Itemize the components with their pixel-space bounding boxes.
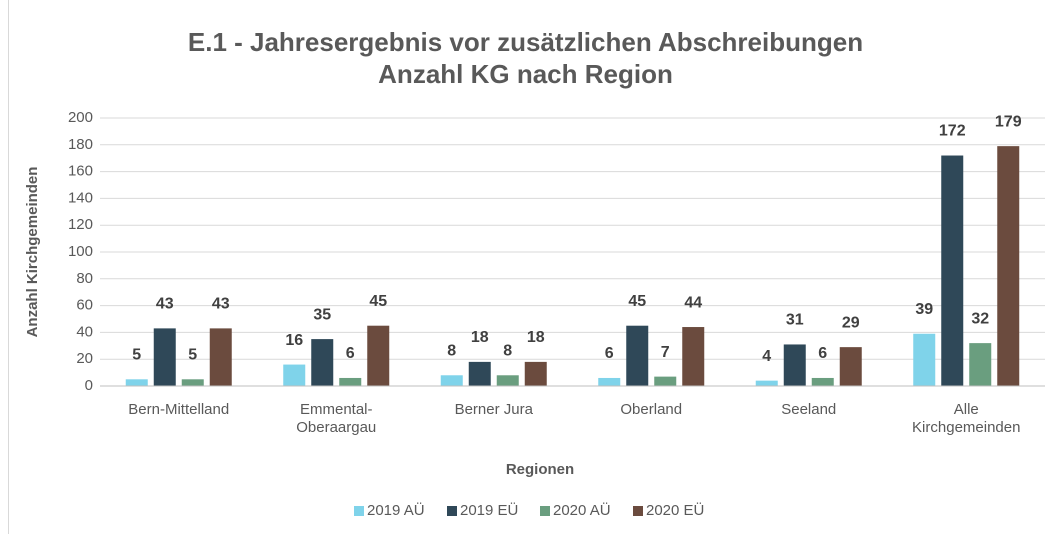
bar (283, 364, 306, 386)
data-label: 39 (915, 301, 933, 318)
legend-label: 2020 AÜ (553, 501, 611, 519)
legend-label: 2019 AÜ (367, 501, 425, 519)
data-label: 6 (605, 345, 614, 362)
y-tick-label: 140 (68, 189, 93, 206)
data-label: 4 (762, 348, 771, 365)
bar (913, 333, 936, 386)
bar (339, 377, 362, 386)
bar (440, 375, 463, 386)
x-tick-label: Seeland (781, 401, 837, 418)
data-label: 44 (684, 294, 702, 311)
y-tick-label: 40 (76, 323, 93, 340)
data-label: 6 (346, 345, 355, 362)
data-label: 5 (188, 347, 197, 364)
data-label: 6 (818, 345, 827, 362)
data-label: 43 (156, 296, 174, 313)
chart-frame (8, 0, 9, 534)
y-tick-label: 120 (68, 216, 93, 233)
bar (811, 377, 834, 386)
data-label: 35 (313, 306, 331, 323)
data-label: 7 (661, 344, 670, 361)
bar (209, 328, 232, 386)
data-label: 5 (132, 347, 141, 364)
x-tick-label: Oberland (620, 401, 683, 418)
bar (367, 325, 390, 386)
legend-swatch (354, 506, 364, 516)
legend-label: 2020 EÜ (646, 501, 704, 519)
data-label: 8 (447, 342, 456, 359)
bar (839, 347, 862, 386)
bar (125, 379, 148, 386)
bar (468, 361, 491, 386)
legend-label: 2019 EÜ (460, 501, 518, 519)
x-tick-label: Bern-Mittelland (128, 401, 230, 418)
data-label: 16 (285, 332, 303, 349)
bar (598, 377, 621, 386)
bar (783, 344, 806, 386)
bar (755, 380, 778, 386)
y-tick-label: 0 (85, 377, 93, 394)
data-label: 179 (995, 113, 1022, 130)
data-label: 29 (842, 314, 860, 331)
data-label: 18 (527, 329, 545, 346)
chart-title: E.1 - Jahresergebnis vor zusätzlichen Ab… (187, 27, 864, 89)
y-tick-label: 60 (76, 297, 93, 314)
legend-swatch (540, 506, 550, 516)
bar (181, 379, 204, 386)
data-label: 31 (786, 312, 804, 329)
bar (311, 339, 334, 386)
x-axis-label: Regionen (506, 461, 574, 478)
y-tick-label: 160 (68, 163, 93, 180)
y-tick-label: 100 (68, 243, 93, 260)
bar (941, 155, 964, 386)
x-tick-label: Alle Kirchgemeinden (912, 401, 1021, 436)
data-label: 45 (369, 293, 387, 310)
bar (654, 376, 677, 386)
data-label: 172 (939, 123, 966, 140)
bar (496, 375, 519, 386)
data-label: 45 (628, 293, 646, 310)
bar (524, 361, 547, 386)
data-label: 32 (971, 310, 989, 327)
legend-swatch (633, 506, 643, 516)
data-label: 18 (471, 329, 489, 346)
bar (153, 328, 176, 386)
bar (969, 343, 992, 386)
y-tick-label: 80 (76, 270, 93, 287)
data-label: 43 (212, 296, 230, 313)
bar (626, 325, 649, 386)
y-tick-label: 20 (76, 350, 93, 367)
data-label: 8 (503, 342, 512, 359)
bar (997, 146, 1020, 386)
y-tick-label: 180 (68, 136, 93, 153)
x-tick-label: Berner Jura (454, 401, 533, 418)
legend-swatch (447, 506, 457, 516)
y-axis-label: Anzahl Kirchgemeinden (24, 167, 41, 338)
x-tick-label: Emmental- Oberaargau (296, 401, 377, 436)
bar (682, 327, 705, 386)
y-tick-label: 200 (68, 109, 93, 126)
